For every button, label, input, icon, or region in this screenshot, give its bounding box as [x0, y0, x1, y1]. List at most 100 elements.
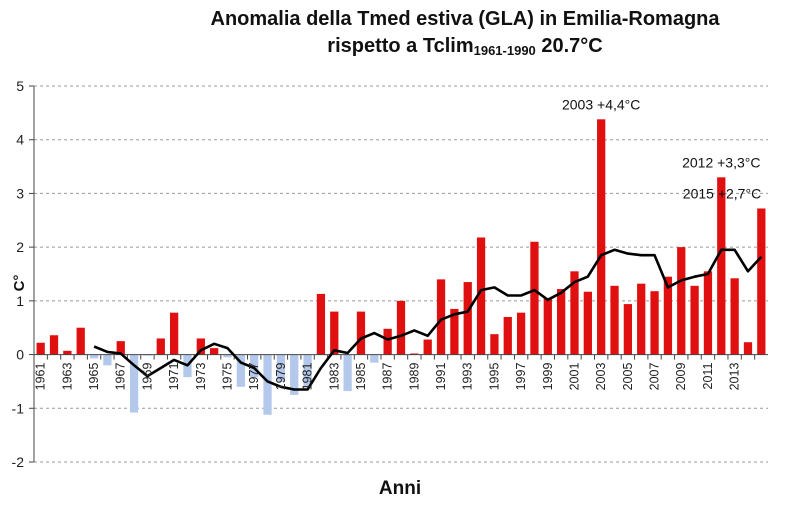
bar-1976 [236, 354, 245, 387]
bar-1961 [36, 342, 45, 355]
bar-1969 [143, 354, 152, 356]
bar-1973 [196, 338, 205, 355]
gridlines [34, 85, 768, 463]
x-tick-label: 1983 [327, 363, 341, 391]
bar-1985 [356, 311, 366, 355]
x-tick-label: 2009 [674, 363, 688, 391]
bar-1965 [89, 354, 99, 359]
bar-1979 [276, 354, 286, 382]
bar-1988 [396, 300, 406, 355]
x-tick-label: 1997 [514, 363, 528, 391]
y-tick-label: 2 [16, 239, 24, 255]
bar-2001 [570, 271, 579, 355]
bar-1991 [436, 279, 446, 355]
chart-title: Anomalia della Tmed estiva (GLA) in Emil… [0, 6, 800, 60]
bar-1989 [410, 353, 419, 355]
bar-1996 [503, 316, 512, 355]
x-tick-label: 1961 [34, 363, 48, 391]
bar-2002 [583, 291, 592, 355]
y-tick-label: 4 [16, 132, 24, 148]
x-tick-label: 1969 [140, 363, 154, 391]
x-tick-label: 2007 [648, 363, 662, 391]
x-tick-label: 1973 [194, 363, 208, 391]
title-line-1: Anomalia della Tmed estiva (GLA) in Emil… [210, 8, 720, 30]
bar-2015 [757, 208, 766, 355]
bar-1990 [423, 339, 432, 355]
bar-2008 [663, 276, 673, 355]
y-tick-label: 3 [16, 185, 24, 201]
bar-1997 [516, 312, 526, 355]
title-line-2-end: 20.7°C [535, 35, 603, 57]
bar-1994 [476, 237, 486, 355]
x-axis-label: Anni [378, 478, 422, 499]
bar-2007 [650, 291, 659, 355]
x-tick-label: 2005 [621, 363, 635, 391]
bar-2003 [597, 119, 606, 355]
y-tick-label: 5 [16, 78, 24, 94]
x-tick-label: 2001 [567, 363, 581, 391]
x-tick-label: 2013 [728, 363, 742, 391]
bar-1983 [330, 311, 339, 355]
bar-1978 [263, 354, 272, 415]
title-line-2: rispetto a Tclim1961-1990 20.7°C [0, 33, 800, 60]
axes [29, 85, 768, 463]
x-tick-label: 1977 [247, 363, 261, 391]
annotation-2012: 2012 +3,3°C [682, 154, 760, 170]
x-tick-label: 1975 [221, 363, 235, 391]
bar-1975 [223, 354, 232, 358]
y-tick-label: 0 [16, 347, 24, 363]
bar-1964 [76, 327, 85, 355]
bar-1966 [103, 354, 112, 366]
x-tick-label: 1965 [87, 363, 101, 391]
bar-1980 [290, 354, 299, 395]
x-tick-label: 1985 [354, 363, 368, 391]
bar-1987 [383, 328, 392, 355]
title-line-2-sub: 1961-1990 [473, 43, 536, 58]
bar-1963 [63, 350, 72, 355]
moving-average-path [93, 248, 763, 391]
y-tick-label: 1 [16, 293, 24, 309]
x-tick-label: 1979 [274, 363, 288, 391]
bar-1968 [129, 354, 139, 413]
bar-1993 [463, 282, 472, 355]
x-tick-label: 1995 [487, 363, 501, 391]
bar-2014 [743, 342, 753, 355]
x-tick-label: 1971 [167, 363, 181, 391]
annotations: 2003 +4,4°C 2012 +3,3°C 2015 +2,7°C [562, 96, 761, 201]
bar-1977 [250, 354, 259, 378]
x-tick-label: 1981 [301, 363, 315, 391]
x-tick-label: 2003 [594, 363, 608, 391]
bar-2005 [623, 304, 633, 355]
bar-2011 [703, 271, 713, 355]
bars [36, 119, 766, 415]
bar-2004 [610, 285, 619, 355]
bar-1992 [450, 308, 459, 355]
bar-2009 [677, 247, 686, 355]
y-tick-labels: -2 -1 0 1 2 3 4 5 [12, 78, 25, 470]
x-tick-label: 1967 [114, 363, 128, 391]
y-axis-label: C° [11, 275, 28, 292]
x-tick-label: 1963 [60, 363, 74, 391]
bar-1971 [169, 312, 179, 355]
bar-2010 [690, 285, 699, 355]
y-tick-label: -1 [12, 400, 25, 416]
bar-2013 [730, 278, 739, 355]
bar-1970 [156, 338, 165, 355]
annotation-2015: 2015 +2,7°C [683, 185, 761, 201]
x-tick-label: 1993 [461, 363, 475, 391]
bar-1962 [49, 335, 59, 355]
bar-1967 [116, 341, 125, 355]
bar-1974 [210, 348, 219, 355]
bar-1998 [530, 241, 539, 355]
bar-1995 [490, 334, 499, 355]
x-tick-label: 2011 [701, 363, 715, 390]
bar-2006 [637, 283, 646, 355]
moving-average-line [93, 248, 763, 391]
bar-1999 [543, 298, 552, 355]
bar-2000 [557, 289, 566, 355]
x-tick-label: 1989 [407, 363, 421, 391]
x-tick-label: 1999 [541, 363, 555, 391]
x-tick-label: 1987 [381, 363, 395, 391]
bar-2012 [717, 177, 726, 355]
